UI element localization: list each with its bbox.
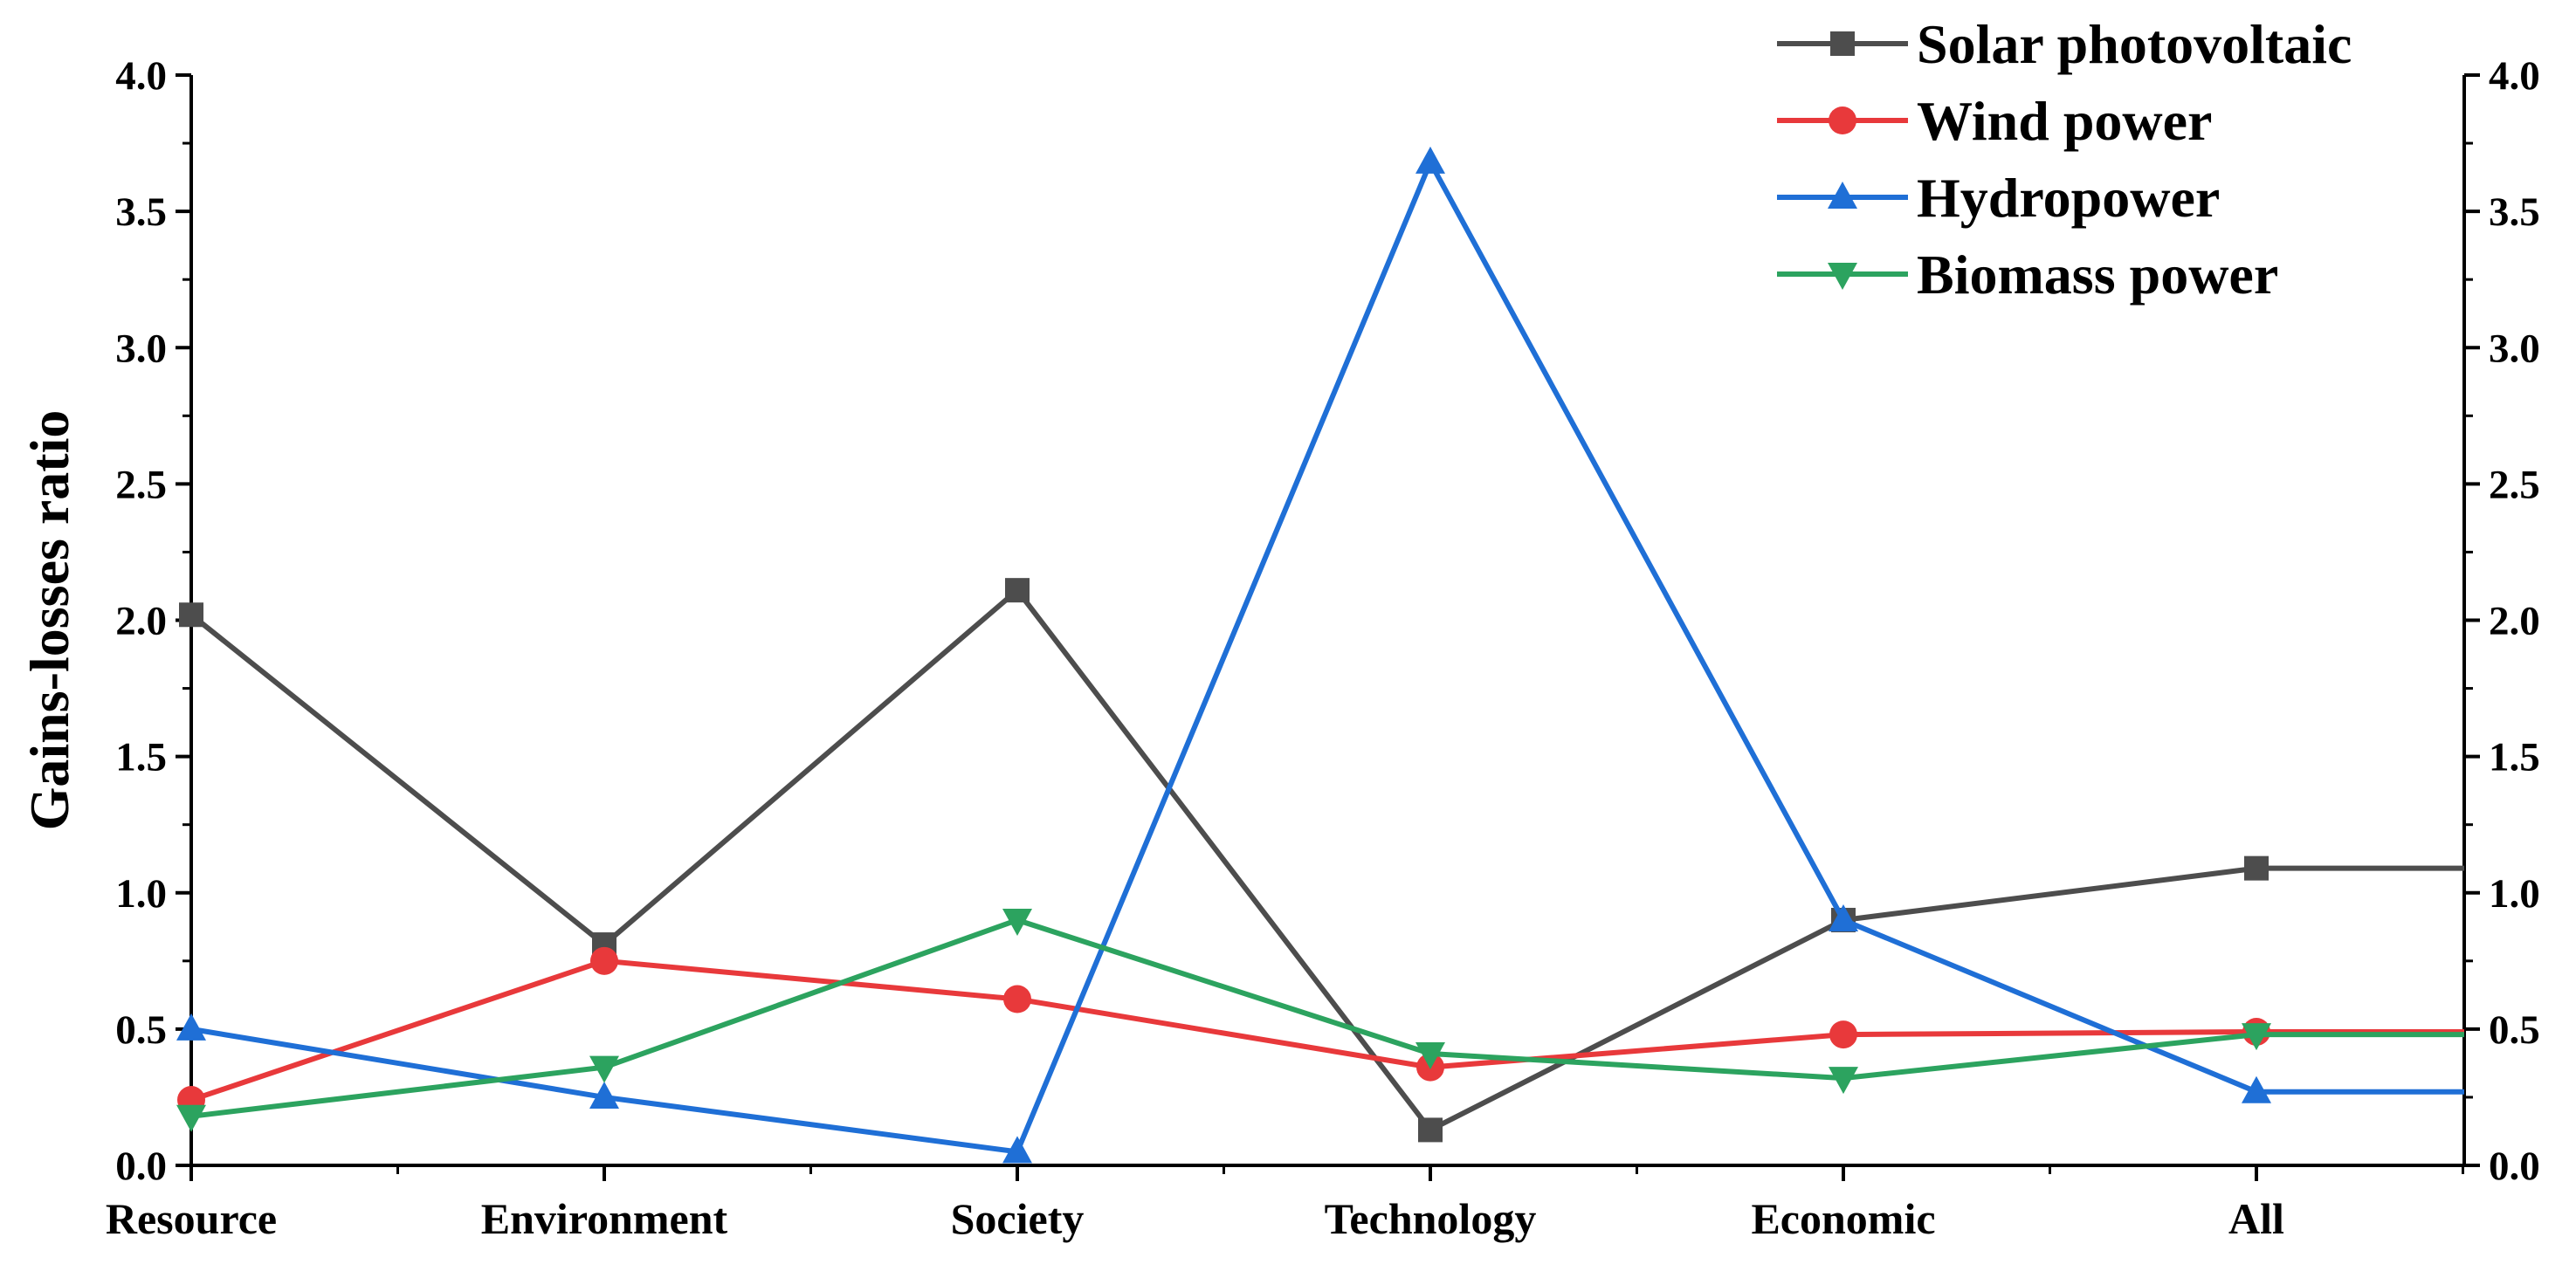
data-point <box>1005 578 1030 603</box>
data-point <box>590 946 618 975</box>
y-tick-label-left: 0.0 <box>115 1144 167 1189</box>
y-tick-label-left: 2.0 <box>115 599 167 644</box>
series-solar-photovoltaic <box>179 578 2464 1143</box>
legend-item: Wind power <box>1777 90 2212 152</box>
legend: Solar photovoltaic Wind power Hydropower Bi… <box>1777 13 2352 306</box>
x-tick-label: Environment <box>481 1194 728 1243</box>
y-tick-label-left: 3.5 <box>115 189 167 235</box>
series-biomass-power <box>176 908 2464 1132</box>
legend-item: Hydropower <box>1777 167 2220 229</box>
axes-layer: 0.0 0.0 0.5 0.5 1.0 1.0 1.5 1.5 2.0 2.0 2.5 2.5 3.0 3… <box>18 53 2540 1243</box>
legend-marker <box>1828 263 1857 290</box>
legend-label: Wind power <box>1917 90 2212 152</box>
data-point <box>589 1081 619 1109</box>
series-wind-power <box>177 946 2464 1115</box>
data-point <box>179 602 203 628</box>
y-tick-label-left: 4.0 <box>115 53 167 99</box>
series-line <box>190 958 2464 1103</box>
data-point <box>2244 855 2269 881</box>
x-tick-label: Economic <box>1751 1194 1935 1243</box>
x-tick-label: All <box>2228 1194 2284 1243</box>
y-tick-label-left: 3.0 <box>115 326 167 371</box>
y-axis-title: Gains-losses ratio <box>18 410 80 831</box>
y-tick-label-right: 4.0 <box>2489 53 2540 99</box>
data-point <box>1418 1117 1443 1143</box>
data-point <box>1415 146 1445 174</box>
data-point <box>2242 1023 2271 1051</box>
y-tick-label-left: 1.5 <box>115 735 167 780</box>
y-tick-label-left: 1.0 <box>115 871 167 917</box>
y-tick-label-right: 3.0 <box>2489 326 2540 371</box>
data-point <box>1002 1136 1032 1164</box>
y-tick-label-left: 2.5 <box>115 462 167 507</box>
y-tick-label-right: 0.5 <box>2489 1007 2540 1053</box>
data-point <box>589 1055 619 1083</box>
legend-label: Biomass power <box>1917 244 2278 306</box>
x-tick-label: Technology <box>1325 1194 1537 1243</box>
series-line <box>190 155 2464 1155</box>
x-tick-label: Society <box>951 1194 1085 1243</box>
series-layer <box>176 146 2464 1164</box>
legend-item: Solar photovoltaic <box>1777 13 2352 75</box>
data-point <box>1415 1041 1445 1069</box>
legend-marker <box>1828 182 1857 209</box>
data-point <box>176 1013 206 1041</box>
legend-marker <box>1829 106 1856 134</box>
data-point <box>1002 908 1032 936</box>
data-point <box>176 1104 206 1132</box>
y-tick-label-right: 0.0 <box>2489 1144 2540 1189</box>
y-tick-label-right: 2.0 <box>2489 599 2540 644</box>
y-tick-label-right: 2.5 <box>2489 462 2540 507</box>
data-point <box>1003 985 1031 1013</box>
data-point <box>1829 903 1858 931</box>
y-tick-label-right: 1.5 <box>2489 735 2540 780</box>
x-tick-label: Resource <box>106 1194 277 1243</box>
legend-label: Hydropower <box>1917 167 2220 229</box>
series-hydropower <box>176 146 2464 1164</box>
legend-label: Solar photovoltaic <box>1917 13 2352 75</box>
data-point <box>2242 1075 2271 1103</box>
y-tick-label-left: 0.5 <box>115 1007 167 1053</box>
legend-marker <box>1830 31 1855 56</box>
data-point <box>1829 1067 1858 1095</box>
y-tick-label-right: 1.0 <box>2489 871 2540 917</box>
legend-item: Biomass power <box>1777 244 2278 306</box>
y-tick-label-right: 3.5 <box>2489 189 2540 235</box>
data-point <box>1829 1020 1857 1049</box>
